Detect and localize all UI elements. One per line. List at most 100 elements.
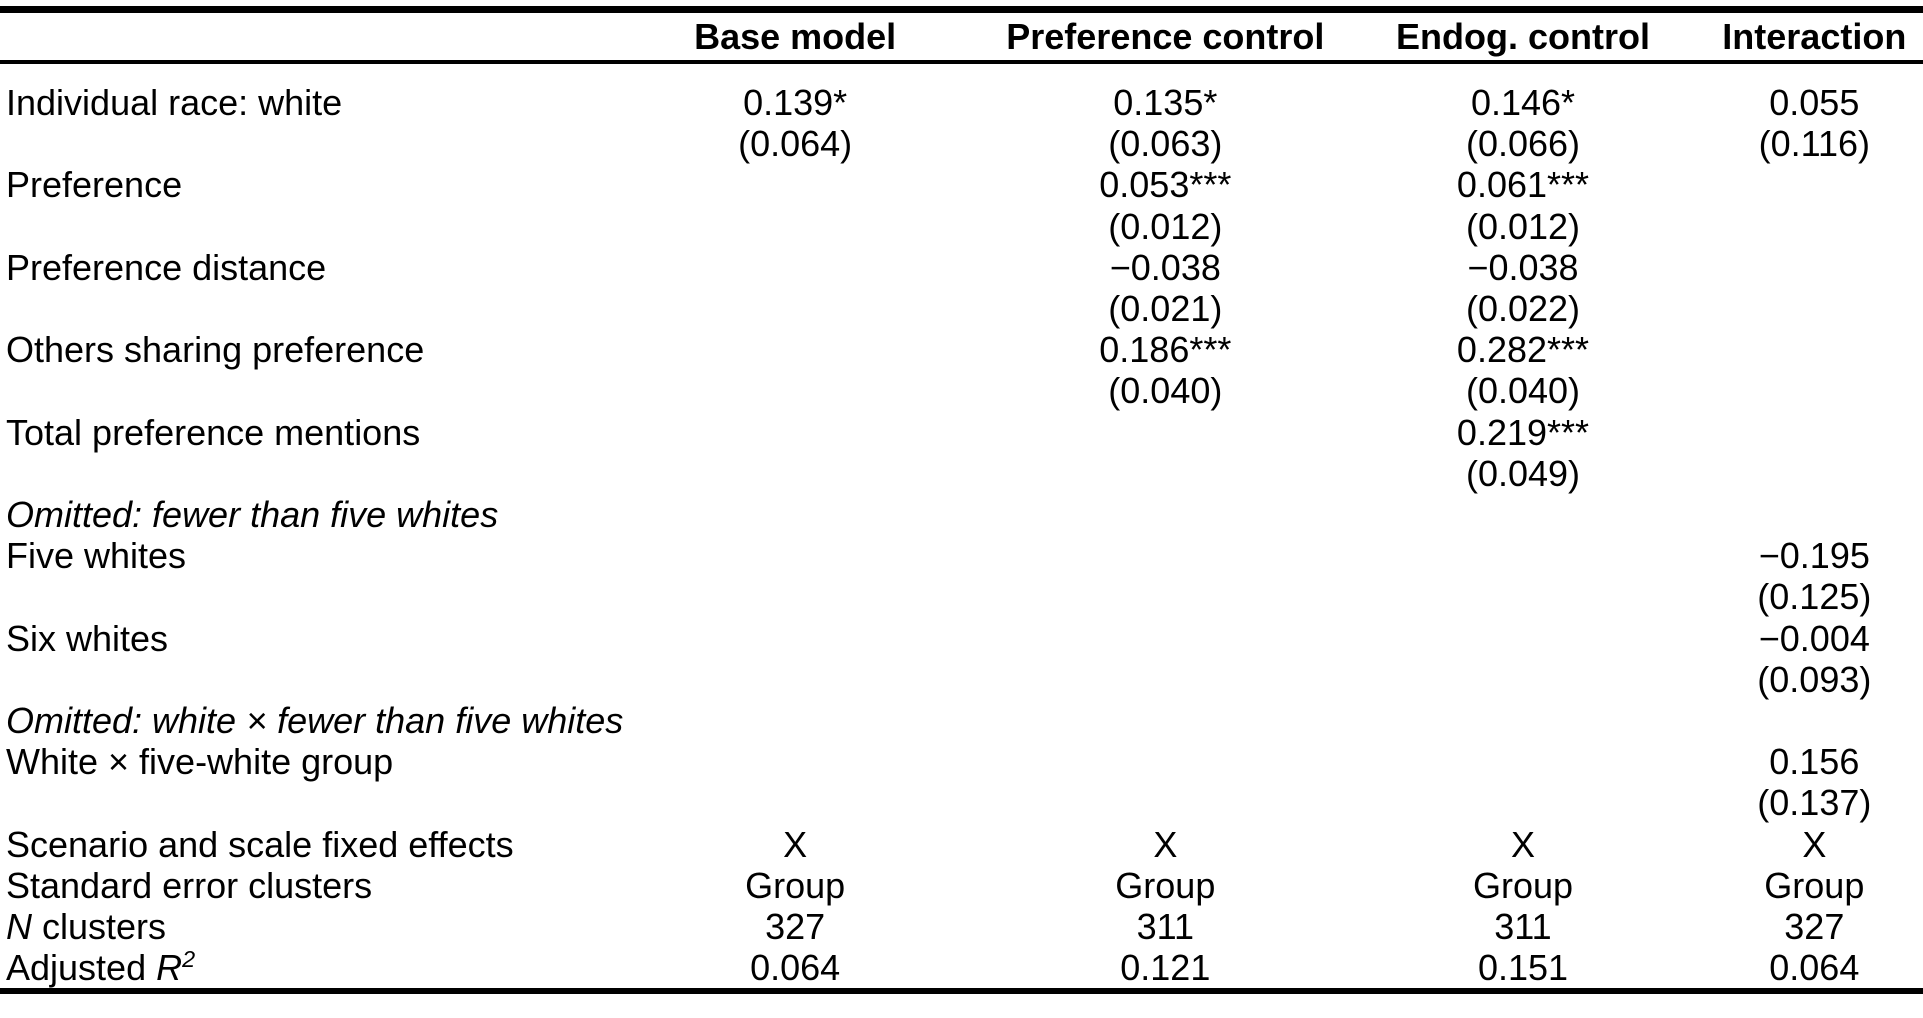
estimate-value: 0.146* [1470, 82, 1576, 123]
se-value: (0.116) [1758, 123, 1871, 165]
row-label-part: 2 [182, 946, 196, 973]
se-value: (0.137) [1757, 782, 1872, 824]
stat-value: 0.151 [1477, 947, 1569, 989]
row-label-part: Adjusted [6, 947, 157, 989]
estimate-value: 0.186*** [1099, 329, 1232, 371]
row-label: Six whites [6, 617, 169, 659]
row-label: Preference [6, 164, 183, 206]
se-value: (0.064) [738, 123, 853, 165]
table-row: Five whites −0.195 (0.125) [0, 535, 1923, 617]
table-row: Total preference mentions 0.219*** (0.049) [0, 412, 1923, 494]
coef-cell: 0.219*** (0.049) [1340, 412, 1705, 494]
table-row: Individual race: white 0.139* (0.064) 0.135… [0, 82, 1923, 164]
bottom-rule [0, 988, 1923, 995]
estimate-value: 0.282*** [1456, 329, 1590, 371]
section-row: Omitted: white × fewer than five whites [0, 700, 1923, 741]
se-value: (0.022) [1465, 287, 1581, 329]
table-row: Preference 0.053*** (0.012) 0.061*** (0.012) [0, 164, 1923, 246]
estimate-value: 0.055 [1769, 82, 1860, 123]
stat-value: Group [745, 864, 846, 906]
row-label: Total preference mentions [6, 411, 421, 453]
row-label: Five whites [6, 535, 187, 577]
column-header-endog-control: Endog. control [1396, 15, 1650, 57]
stat-value: 327 [1784, 905, 1845, 947]
se-value: (0.063) [1108, 123, 1223, 165]
stat-value: 0.064 [1769, 947, 1860, 989]
page: { "table": { "columns": ["Base model", "… [0, 6, 1923, 1018]
section-label: Omitted: fewer than five whites [6, 493, 499, 535]
row-label: White × five-white group [6, 741, 394, 783]
coef-cell: −0.195 (0.125) [1706, 535, 1923, 617]
stat-value: Group [1115, 864, 1216, 906]
row-label: Scenario and scale fixed effects [6, 823, 514, 865]
stat-value: X [1802, 823, 1827, 865]
table-row: Others sharing preference 0.186*** (0.040)… [0, 329, 1923, 411]
stat-value: 311 [1136, 905, 1195, 947]
row-label: Preference distance [6, 246, 327, 288]
stat-value: 0.121 [1120, 947, 1211, 989]
table-row: White × five-white group 0.156 (0.137) [0, 741, 1923, 823]
se-value: (0.040) [1108, 370, 1223, 412]
se-value: (0.012) [1465, 205, 1581, 247]
coef-cell: 0.186*** (0.040) [990, 329, 1340, 411]
section-label: Omitted: white × fewer than five whites [6, 699, 624, 741]
estimate-value: −0.038 [1467, 246, 1579, 288]
se-value: (0.021) [1108, 287, 1223, 329]
stat-value: 0.064 [750, 947, 841, 989]
se-value: (0.066) [1465, 123, 1581, 165]
coef-cell: −0.038 (0.021) [990, 247, 1340, 329]
estimate-value: 0.053*** [1099, 164, 1232, 206]
table-row: Scenario and scale fixed effects X X X X [0, 824, 1923, 865]
se-value: (0.093) [1757, 658, 1872, 700]
row-label: N clusters [0, 906, 600, 947]
stat-value: X [1153, 823, 1178, 865]
table-row: Six whites −0.004 (0.093) [0, 618, 1923, 700]
coef-cell: −0.038 (0.022) [1340, 247, 1705, 329]
coef-cell: 0.282*** (0.040) [1340, 329, 1705, 411]
row-label: Adjusted R2 [0, 947, 600, 988]
stat-value: Group [1472, 864, 1574, 906]
row-label: Standard error clusters [6, 864, 373, 906]
table-row: Adjusted R2 0.064 0.121 0.151 0.064 [0, 947, 1923, 988]
estimate-value: 0.139* [743, 82, 848, 123]
stat-value: 311 [1494, 905, 1552, 947]
coef-cell: 0.055 (0.116) [1706, 82, 1923, 164]
column-header-base-model: Base model [694, 15, 897, 57]
estimate-value: −0.038 [1109, 246, 1221, 288]
se-value: (0.040) [1465, 370, 1581, 412]
coef-cell: 0.156 (0.137) [1706, 741, 1923, 823]
column-header-preference-control: Preference control [1006, 15, 1325, 57]
coef-cell: 0.146* (0.066) [1340, 82, 1705, 164]
header-rule [0, 60, 1923, 64]
se-value: (0.012) [1108, 205, 1223, 247]
header-row: Base model Preference control Endog. con… [0, 13, 1923, 60]
coef-cell: 0.053*** (0.012) [990, 164, 1340, 246]
stat-value: X [1510, 823, 1535, 865]
column-header-interaction: Interaction [1722, 15, 1907, 57]
stat-value: 327 [765, 905, 826, 947]
row-label-part: clusters [32, 905, 167, 947]
stat-value: X [783, 823, 808, 865]
coef-cell: 0.135* (0.063) [990, 82, 1340, 164]
top-rule [0, 6, 1923, 13]
estimate-value: 0.061*** [1456, 164, 1590, 206]
coef-cell: −0.004 (0.093) [1706, 618, 1923, 700]
table-row: N clusters 327 311 311 327 [0, 906, 1923, 947]
estimate-value: −0.195 [1758, 535, 1870, 577]
row-label-part: R [156, 947, 183, 989]
table-row: Standard error clusters Group Group Group Gr… [0, 865, 1923, 906]
coef-cell: 0.061*** (0.012) [1340, 164, 1705, 246]
table-body: Individual race: white 0.139* (0.064) 0.135… [0, 64, 1923, 988]
row-label: Individual race: white [6, 82, 343, 123]
coef-cell: 0.139* (0.064) [600, 82, 990, 164]
section-row: Omitted: fewer than five whites [0, 494, 1923, 535]
se-value: (0.125) [1757, 576, 1872, 618]
se-value: (0.049) [1465, 452, 1581, 494]
table-row: Preference distance −0.038 (0.021) −0.038 (0… [0, 247, 1923, 329]
stat-value: Group [1764, 864, 1865, 906]
estimate-value: 0.135* [1113, 82, 1218, 123]
estimate-value: −0.004 [1758, 617, 1870, 659]
estimate-value: 0.156 [1769, 741, 1860, 783]
row-label: Others sharing preference [6, 329, 425, 371]
row-label-part: N [6, 905, 32, 947]
